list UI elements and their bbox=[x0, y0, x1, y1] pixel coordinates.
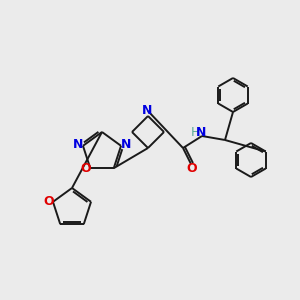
Text: N: N bbox=[142, 104, 152, 118]
Text: H: H bbox=[190, 125, 200, 139]
Text: N: N bbox=[73, 138, 83, 151]
Text: N: N bbox=[121, 138, 131, 151]
Text: N: N bbox=[196, 125, 206, 139]
Text: O: O bbox=[80, 162, 91, 175]
Text: O: O bbox=[44, 195, 54, 208]
Text: O: O bbox=[187, 161, 197, 175]
